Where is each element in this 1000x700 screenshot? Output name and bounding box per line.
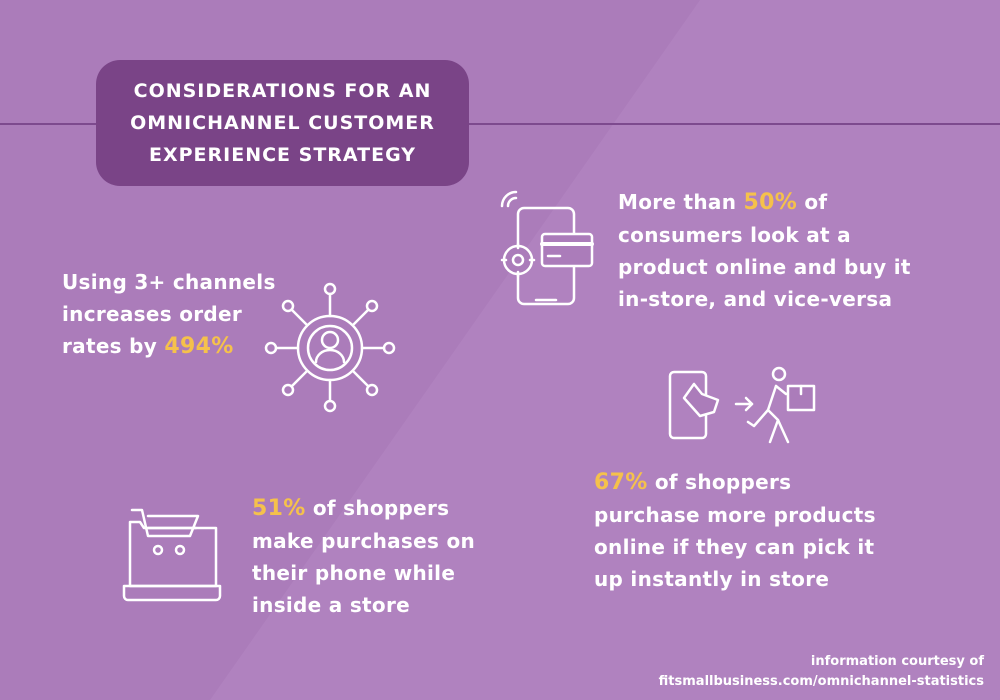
stat-online-offline-prefix: More than (618, 190, 744, 214)
stat-channels-highlight: 494% (164, 334, 234, 359)
phone-to-delivery-icon (668, 366, 816, 444)
source-credit: information courtesy of fitsmallbusiness… (659, 652, 984, 692)
stat-online-offline: More than 50% of consumers look at a pro… (618, 186, 911, 315)
stat-channels-prefix: rates by (62, 334, 165, 358)
stat-channels: Using 3+ channels increases order rates … (62, 266, 276, 363)
stat-pickup: 67% of shoppers purchase more products o… (594, 466, 876, 595)
stat-pickup-line-2: purchase more products (594, 503, 876, 527)
stat-in-store-phone-highlight: 51% (252, 496, 306, 521)
stat-in-store-phone-line-2: make purchases on (252, 529, 476, 553)
stat-online-offline-line-2: consumers look at a (618, 223, 851, 247)
stat-pickup-highlight: 67% (594, 470, 648, 495)
source-credit-line-1: information courtesy of (810, 654, 984, 669)
laptop-cart-icon (122, 508, 222, 602)
stat-channels-line-3: rates by 494% (62, 330, 276, 363)
stat-in-store-phone-line-4: inside a store (252, 593, 410, 617)
stat-channels-line-1: Using 3+ channels (62, 270, 276, 294)
stat-online-offline-line-4: in-store, and vice-versa (618, 287, 893, 311)
stat-pickup-line-4: up instantly in store (594, 567, 830, 591)
source-credit-url: fitsmallbusiness.com/omnichannel-statist… (658, 674, 984, 689)
stat-online-offline-highlight: 50% (743, 190, 798, 215)
stat-in-store-phone-line-3: their phone while (252, 561, 456, 585)
stat-in-store-phone-suffix: of shoppers (305, 496, 450, 520)
stat-online-offline-line-3: product online and buy it (618, 255, 911, 279)
title-line-1: CONSIDERATIONS FOR AN (133, 80, 432, 102)
stat-pickup-line-1: 67% of shoppers (594, 466, 876, 499)
title-line-2: OMNICHANNEL CUSTOMER (130, 112, 435, 134)
stat-online-offline-suffix: of (797, 190, 828, 214)
stat-in-store-phone-line-1: 51% of shoppers (252, 492, 475, 525)
stat-online-offline-line-1: More than 50% of (618, 186, 911, 219)
smartphone-card-gear-icon (500, 190, 594, 306)
title-box: CONSIDERATIONS FOR AN OMNICHANNEL CUSTOM… (96, 60, 469, 186)
network-user-icon (264, 282, 396, 413)
title-line-3: EXPERIENCE STRATEGY (148, 144, 417, 166)
header-divider (0, 123, 1000, 125)
stat-pickup-suffix: of shoppers (647, 470, 792, 494)
stat-pickup-line-3: online if they can pick it (594, 535, 875, 559)
stat-channels-line-2: increases order (62, 302, 243, 326)
stat-in-store-phone: 51% of shoppers make purchases on their … (252, 492, 475, 621)
